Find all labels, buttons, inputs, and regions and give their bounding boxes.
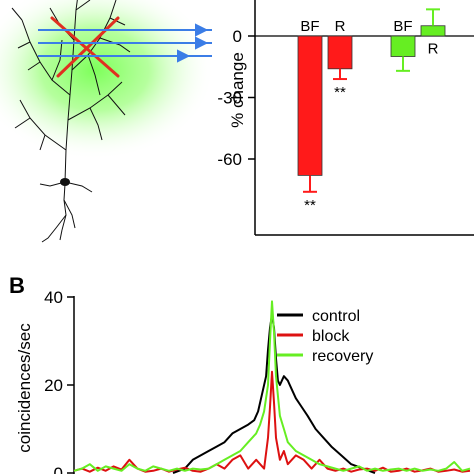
legend-label-recovery: recovery: [312, 348, 373, 365]
bar-chart-bars: BF ** R ** BF R: [297, 8, 446, 214]
basal-dendrites: [39, 181, 93, 243]
bar-label-0: BF: [300, 18, 319, 35]
cut-mark-x-icon: [50, 16, 120, 78]
bar-chart: % change 0 -30 -60 BF ** R ** BF R: [217, 0, 474, 236]
soma: [60, 178, 70, 186]
bar-1: [327, 35, 353, 70]
green-illumination-glow: [0, 0, 215, 160]
bar-0: [297, 35, 323, 176]
bar-2: [390, 35, 416, 57]
bar-chart-y-label: % change: [228, 52, 247, 128]
line-chart-y-label: coincidences/sec: [15, 323, 34, 453]
bar-label-3: R: [428, 40, 439, 57]
panel-b-label: B: [9, 273, 25, 298]
legend-label-control: control: [312, 308, 360, 325]
significance-1: **: [334, 84, 346, 101]
significance-0: **: [304, 197, 316, 214]
line-y-tick-label-1: 20: [44, 376, 63, 395]
bar-y-tick-label-1: -30: [217, 89, 242, 108]
line-chart: coincidences/sec 0 20 40 control block recov…: [15, 288, 471, 474]
bar-y-tick-label-0: 0: [233, 27, 242, 46]
line-chart-series: [73, 300, 471, 474]
bar-label-1: R: [335, 18, 346, 35]
stimulus-arrows: [38, 23, 212, 63]
line-chart-legend: control block recovery: [277, 308, 373, 365]
neuron-illustration: [0, 0, 215, 243]
line-y-tick-label-0: 0: [54, 464, 63, 474]
dendrite-tree: [11, 0, 131, 183]
legend-label-block: block: [312, 328, 350, 345]
series-block-line: [73, 370, 471, 473]
line-chart-y-ticks: 0 20 40: [44, 288, 74, 474]
series-recovery-line: [73, 300, 471, 472]
bar-y-tick-label-2: -60: [217, 150, 242, 169]
line-y-tick-label-2: 40: [44, 288, 63, 307]
bar-label-2: BF: [393, 18, 412, 35]
bar-chart-y-ticks: 0 -30 -60: [217, 27, 255, 169]
bar-3: [420, 25, 446, 37]
